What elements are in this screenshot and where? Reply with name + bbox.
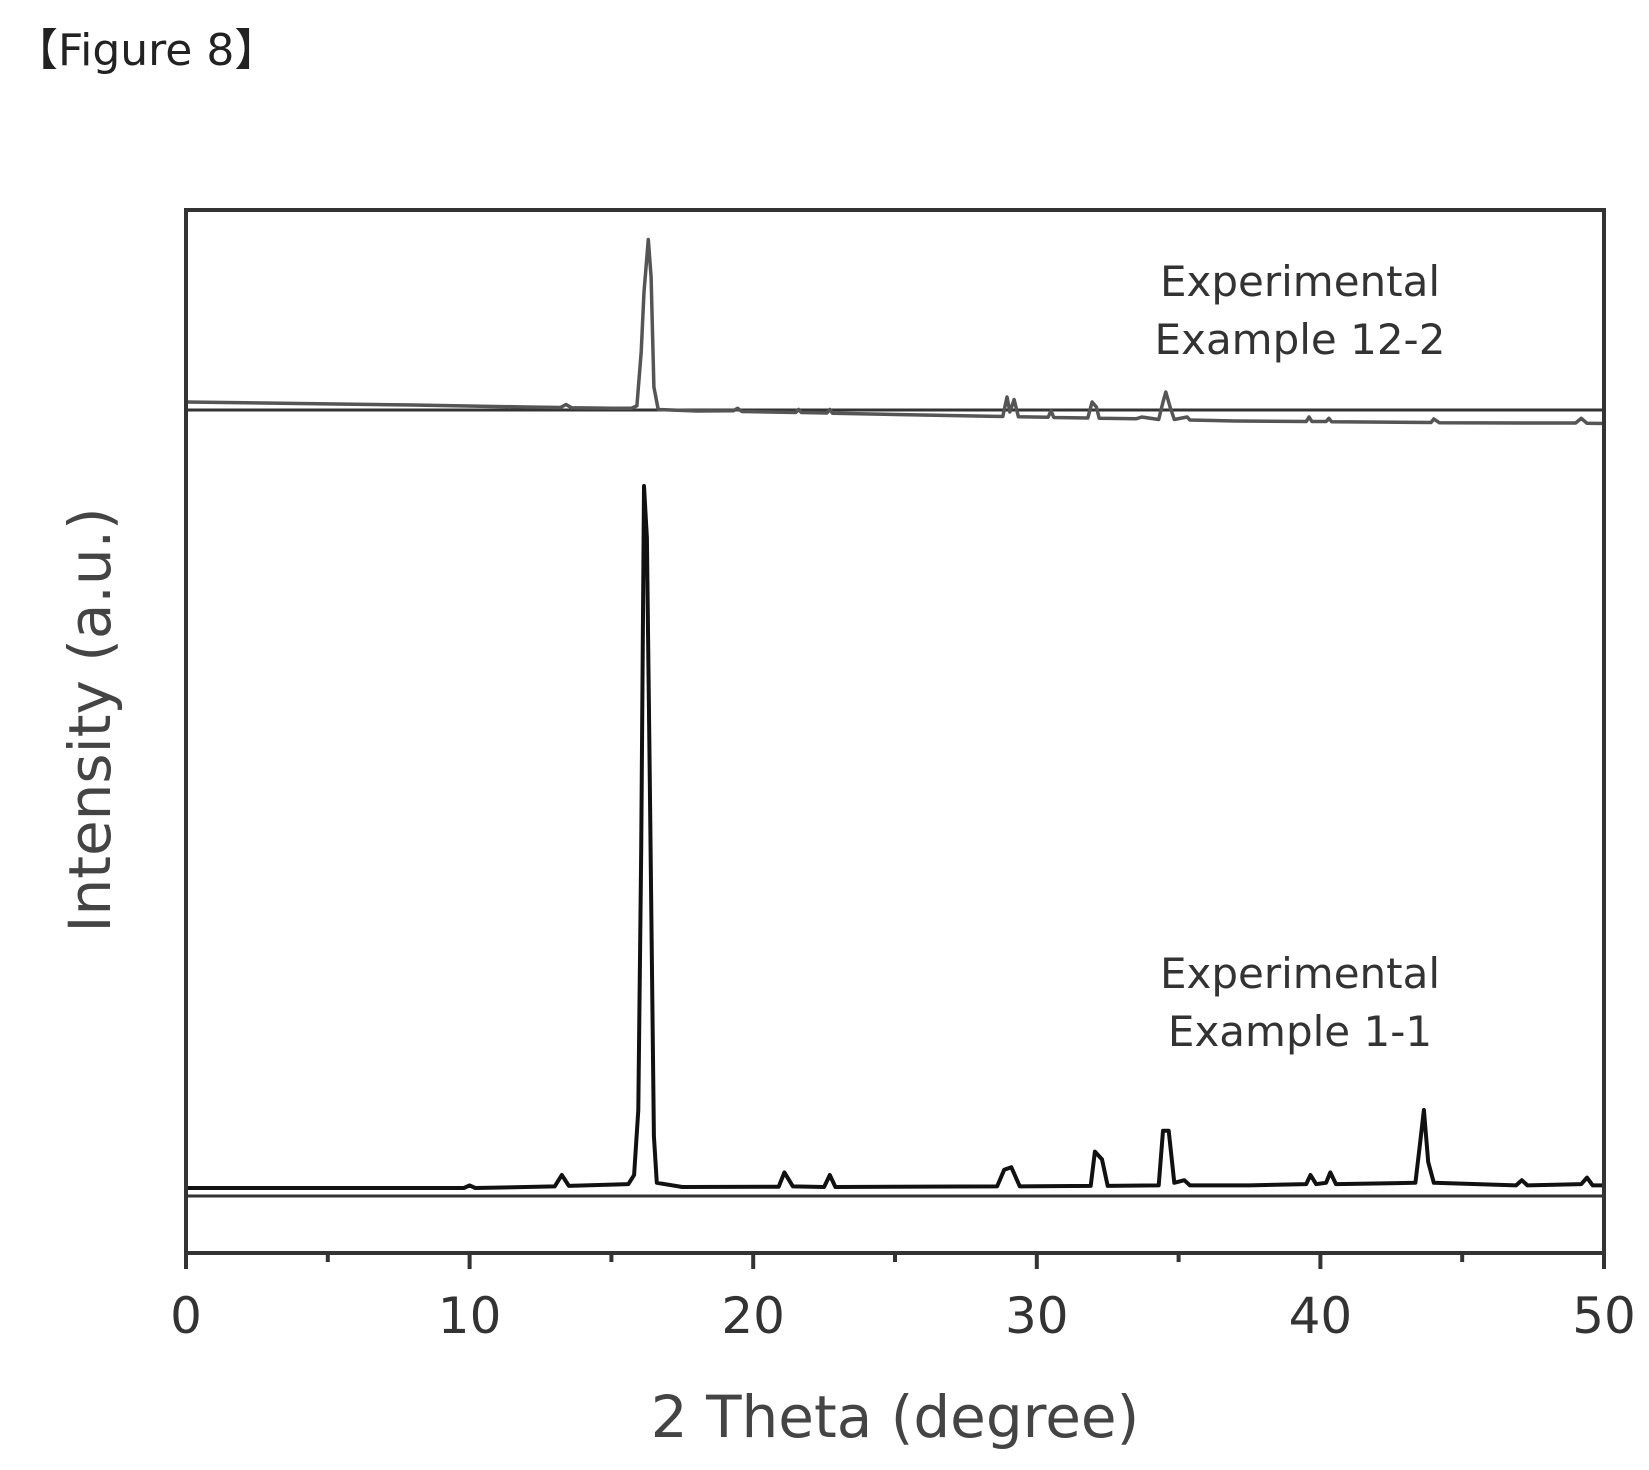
x-tick-label-10: 10 — [438, 1287, 502, 1345]
figure-label: 【Figure 8】 — [14, 25, 279, 76]
x-tick-label-0: 0 — [170, 1287, 202, 1345]
x-axis: 0 10 20 30 40 50 — [170, 1253, 1636, 1345]
series-2-line — [186, 484, 1604, 1190]
series-layer — [185, 237, 1605, 1198]
x-tick-label-20: 20 — [721, 1287, 785, 1345]
series-1-label-line-1: Experimental — [1160, 257, 1440, 306]
series-2-label-line-2: Example 1-1 — [1168, 1007, 1432, 1056]
series-labels: Experimental Example 12-2 Experimental Exam… — [1155, 257, 1446, 1056]
x-tick-label-50: 50 — [1572, 1287, 1636, 1345]
x-tick-label-40: 40 — [1289, 1287, 1353, 1345]
x-tick-label-30: 30 — [1005, 1287, 1069, 1345]
series-2-label-line-1: Experimental — [1160, 949, 1440, 998]
y-axis-title: Intensity (a.u.) — [56, 507, 124, 932]
series-1-line — [185, 237, 1605, 426]
plot-frame — [184, 208, 1606, 1255]
x-axis-title: 2 Theta (degree) — [651, 1383, 1139, 1451]
series-1-label-line-2: Example 12-2 — [1155, 315, 1446, 364]
